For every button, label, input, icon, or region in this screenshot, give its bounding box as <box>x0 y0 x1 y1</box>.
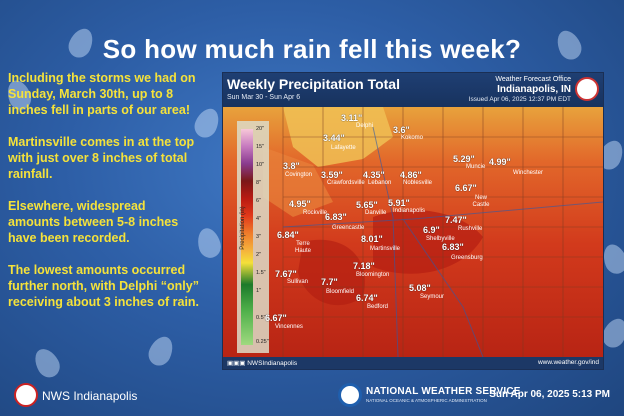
legend-tick: 8" <box>256 180 262 186</box>
city-label: Shelbyville <box>426 236 455 242</box>
rainfall-value: 8.01" <box>361 234 383 244</box>
rainfall-value: 3.44" <box>323 133 345 143</box>
city-label: Crawfordsville <box>327 180 365 186</box>
paragraph-martinsville: Martinsville comes in at the top with ju… <box>8 135 195 181</box>
city-label: Lebanon <box>368 180 392 186</box>
agency-name: NATIONAL WEATHER SERVICE <box>366 386 521 397</box>
noaa-logo-icon <box>338 383 362 407</box>
legend-tick: 3" <box>256 234 262 240</box>
rainfall-value: 5.91" <box>388 198 410 208</box>
city-label: Sullivan <box>287 279 309 285</box>
city-label: Delphi <box>356 123 374 129</box>
legend-tick: 10" <box>256 162 265 168</box>
city-label: Seymour <box>420 294 445 300</box>
nws-logo-icon <box>575 77 599 101</box>
rainfall-value: 3.59" <box>321 170 343 180</box>
rainfall-value: 6.9" <box>423 225 440 235</box>
timestamp: Sun Apr 06, 2025 5:13 PM <box>489 389 610 400</box>
city-label: Bloomington <box>356 272 390 278</box>
issued-time: Issued Apr 06, 2025 12:37 PM EDT <box>468 96 571 103</box>
city-label: Greencastle <box>332 225 365 231</box>
agency-subtitle: NATIONAL OCEANIC & ATMOSPHERIC ADMINISTR… <box>366 398 487 403</box>
city-label: Kokomo <box>401 135 424 141</box>
rainfall-value: 7.7" <box>321 277 338 287</box>
rainfall-value: 6.83" <box>325 212 347 222</box>
map-legend: Precipitation (in) 20" 15" 10" 8" 6" 4" … <box>237 121 269 353</box>
city-label: Danville <box>365 210 387 216</box>
paragraph-lowest: The lowest amounts occurred further nort… <box>8 263 200 309</box>
rainfall-value: 7.67" <box>275 269 297 279</box>
city-label: New Castle <box>472 195 490 208</box>
city-label: Bloomfield <box>326 289 355 295</box>
city-label: Rushville <box>458 226 483 232</box>
legend-tick: 0.5" <box>256 315 266 321</box>
city-label: Bedford <box>367 304 389 310</box>
office-name: NWS Indianapolis <box>42 389 138 403</box>
map-title: Weekly Precipitation Total <box>227 76 400 92</box>
rainfall-value: 6.67" <box>265 313 287 323</box>
rainfall-value: 4.35" <box>363 170 385 180</box>
paragraph-elsewhere: Elsewhere, widespread amounts between 5-… <box>8 199 179 245</box>
wfo-label: Weather Forecast Office <box>495 76 571 83</box>
city-label: Greensburg <box>451 255 483 261</box>
city-label: Noblesville <box>403 180 433 186</box>
website-link: www.weather.gov/ind <box>537 359 599 366</box>
precipitation-map <box>223 107 603 357</box>
map-header: Weekly Precipitation Total Sun Mar 30 - … <box>223 73 603 107</box>
rainfall-value: 4.95" <box>289 199 311 209</box>
city-label: Winchester <box>513 170 544 176</box>
legend-tick: 1" <box>256 288 262 294</box>
legend-label: Precipitation (in) <box>240 206 246 250</box>
legend-tick: 2" <box>256 252 262 258</box>
rainfall-value: 6.74" <box>356 293 378 303</box>
rainfall-value: 5.65" <box>356 200 378 210</box>
rainfall-value: 6.84" <box>277 230 299 240</box>
legend-tick: 15" <box>256 144 265 150</box>
precipitation-map-panel: Weekly Precipitation Total Sun Mar 30 - … <box>222 72 604 370</box>
rainfall-value: 5.29" <box>453 154 475 164</box>
footer-bar: NWS Indianapolis NATIONAL WEATHER SERVIC… <box>0 376 624 416</box>
legend-tick: 4" <box>256 216 262 222</box>
rainfall-value: 3.6" <box>393 125 410 135</box>
social-handle-text: NWSIndianapolis <box>247 360 298 367</box>
legend-tick: 20" <box>256 126 265 132</box>
city-label: Rockville <box>303 210 328 216</box>
rainfall-value: 4.99" <box>489 157 511 167</box>
city-label: Martinsville <box>370 246 401 252</box>
wfo-city: Indianapolis, IN <box>497 84 571 95</box>
rainfall-value: 7.18" <box>353 261 375 271</box>
rainfall-value: 4.86" <box>400 170 422 180</box>
rainfall-value: 6.83" <box>442 242 464 252</box>
rainfall-value: 3.8" <box>283 161 300 171</box>
city-label: Terre Haute <box>294 241 311 254</box>
rainfall-value: 5.08" <box>409 283 431 293</box>
social-handle: ▣▣▣ NWSIndianapolis <box>227 359 297 367</box>
paragraph-intro: Including the storms we had on Sunday, M… <box>8 71 196 117</box>
nws-logo-icon <box>14 383 38 407</box>
legend-tick: 6" <box>256 198 262 204</box>
city-label: Lafayette <box>331 145 356 151</box>
map-footer: ▣▣▣ NWSIndianapolis www.weather.gov/ind <box>223 357 603 369</box>
city-label: Muncie <box>466 164 486 170</box>
legend-tick: 1.5" <box>256 270 266 276</box>
rainfall-value: 6.67" <box>455 183 477 193</box>
legend-tick: 0.25" <box>256 339 269 345</box>
legend-color-scale <box>241 129 253 345</box>
page-title: So how much rain fell this week? <box>102 34 522 64</box>
map-date-range: Sun Mar 30 - Sun Apr 6 <box>227 94 301 101</box>
city-label: Covington <box>285 172 313 178</box>
rainfall-value: 3.11" <box>341 113 363 123</box>
rainfall-value: 7.47" <box>445 215 467 225</box>
city-label: Vincennes <box>275 324 303 330</box>
social-icons: ▣▣▣ <box>227 360 248 367</box>
city-label: Indianapolis <box>393 208 426 214</box>
